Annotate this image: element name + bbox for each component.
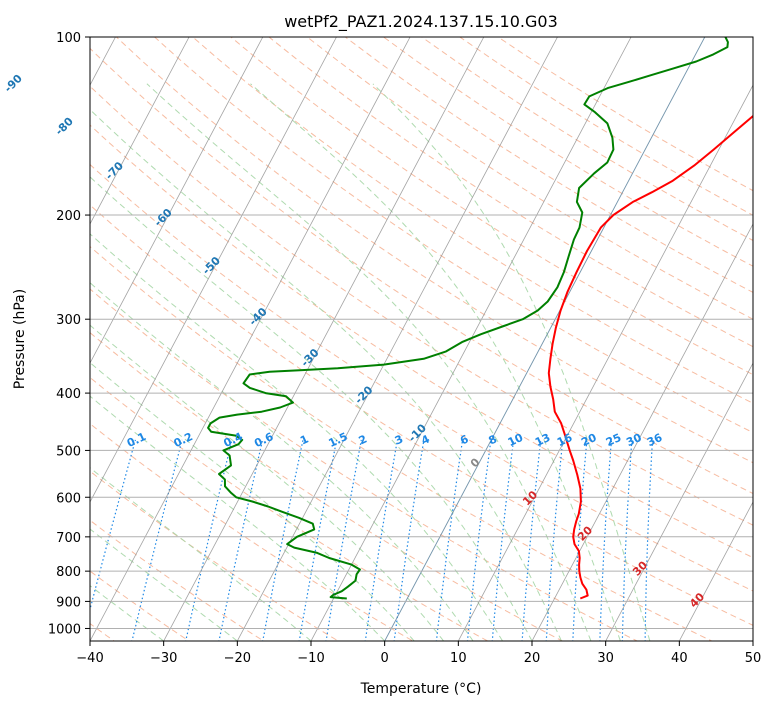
dry-adiabat-line [90,470,340,641]
y-tick-label: 100 [56,31,81,46]
isotherm-line [752,640,753,641]
x-tick-label: 40 [671,651,688,666]
moist-adiabat-line [90,361,415,641]
moist-adiabat-line [90,176,533,641]
y-tick-label: 900 [56,595,81,610]
mixing-ratio-line [621,439,633,641]
y-axis-title: Pressure (hPa) [12,289,28,389]
dry-adiabat-line [0,37,59,655]
x-tick-label: 10 [450,651,467,666]
isotherm-line [531,223,753,641]
dry-adiabat-line [90,163,753,592]
dry-adiabat-line [90,570,190,641]
x-axis-title: Temperature (°C) [360,681,482,697]
dry-adiabat-line [90,47,753,495]
moist-adiabat-line [250,83,621,641]
mixing-ratio-line [644,439,654,641]
x-tick-label: −20 [224,651,251,666]
isotherm-line [457,84,753,641]
mixing-ratio-line [185,439,233,641]
mixing-ratio-line [435,439,464,641]
temperature-profile-line [547,114,753,600]
chart-title: wetPf2_PAZ1.2024.137.15.10.G03 [284,12,558,32]
mixing-ratio-line [298,439,338,641]
isotherm-line [90,37,337,503]
y-tick-label: 800 [56,565,81,580]
dry-adiabat-line [90,245,713,641]
mixing-ratio-line [572,439,588,641]
plot-background [90,37,753,641]
mixing-ratio-label: 16 [555,431,575,449]
mixing-ratio-label: 25 [604,431,623,449]
mixing-ratio-line [545,439,564,641]
x-tick-label: −10 [297,651,324,666]
mixing-ratio-label: 20 [579,431,599,449]
y-tick-label: 700 [56,531,81,546]
zero-isotherm-line [384,37,706,641]
y-tick-label: 600 [56,491,81,506]
mixing-ratio-line [599,439,613,641]
axes: −40 −30 −20 −10 0 10 20 30 40 50 100 200 300 400 500 60… [48,31,761,666]
moist-adiabat-line [372,83,651,641]
isotherm-line [384,37,706,641]
y-tick-label: 200 [56,209,81,224]
plot-frame [89,36,754,642]
background-lines [0,37,753,655]
dry-adiabat-line [345,37,753,293]
mixing-ratio-label: 36 [645,431,665,449]
x-tick-label: 50 [745,651,762,666]
mixing-ratio-line [262,439,304,641]
isotherm-line [678,501,753,641]
x-tick-label: 20 [524,651,541,666]
moist-adiabat-line [90,528,238,641]
mixing-ratio-line [325,439,362,641]
mixing-ratio-line [393,439,425,641]
x-tick-label: −30 [150,651,177,666]
isotherm-line [90,37,264,364]
mixing-ratio-label: 10 [506,431,526,449]
dewpoint-profile-line [207,37,729,600]
dry-adiabat-line [90,204,753,626]
moist-adiabat-line [90,324,444,641]
y-tick-label: 500 [56,444,81,459]
mixing-ratio-line [521,439,542,641]
y-tick-label: 1000 [48,622,81,637]
dry-adiabat-line [90,85,753,526]
y-tick-label: 400 [56,387,81,402]
mixing-ratio-line [491,439,515,641]
x-tick-label: −40 [76,651,103,666]
y-tick-label: 300 [56,313,81,328]
mixing-ratio-label: 13 [533,431,552,449]
dry-adiabat-line [192,37,753,404]
isotherm-line [90,37,190,225]
isotherm-label: -90 [2,72,25,95]
mixing-ratio-line [466,439,492,641]
x-tick-label: 0 [381,651,389,666]
profile-lines [207,37,753,600]
mixing-ratio-line [131,439,183,641]
mixing-ratio-line [218,439,264,641]
isotherm-line [605,362,753,641]
dry-adiabat-line [90,332,564,641]
moist-adiabat-line [146,83,592,641]
isotherm-line [90,37,411,641]
dry-adiabat-line [90,423,414,641]
moist-adiabat-line [90,395,386,641]
mixing-ratio-label: 30 [624,431,644,449]
isotherm-label: -80 [53,115,76,138]
x-tick-label: 30 [597,651,614,666]
dry-adiabat-line [90,376,489,641]
moist-adiabat-line [90,282,474,641]
isotherm-line [163,37,485,641]
dry-adiabat-line [306,37,753,320]
dry-adiabat-line [230,37,753,376]
dry-adiabat-line [90,288,639,641]
mixing-ratio-line [364,439,398,641]
moist-adiabat-line [90,585,164,641]
moist-adiabat-line [90,108,562,641]
